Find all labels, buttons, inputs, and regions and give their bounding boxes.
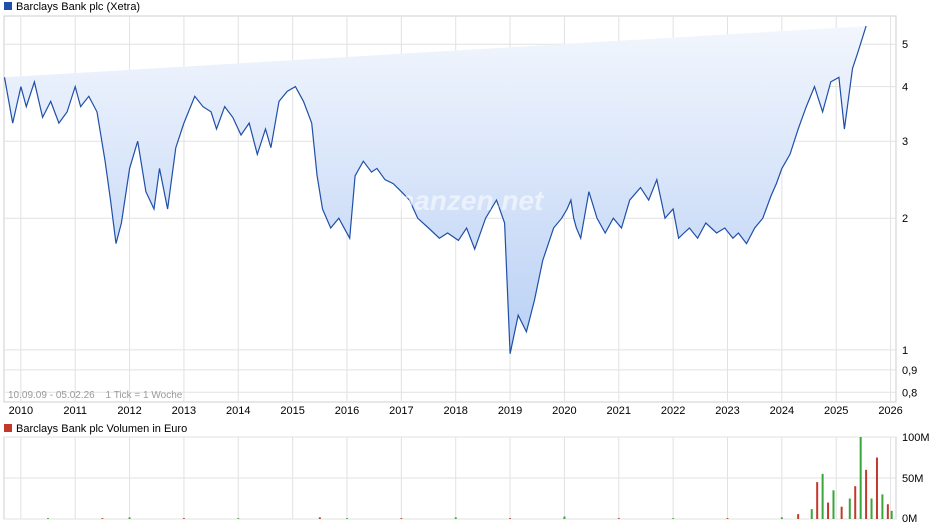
volume-bar xyxy=(780,517,783,519)
x-tick-label: 2026 xyxy=(878,405,902,417)
volume-bar xyxy=(854,486,857,519)
volume-bar xyxy=(821,473,824,519)
price-x-ticks: 2010 2011 2012 2013 2014 2015 2016 2017 2018 2019… xyxy=(9,405,903,417)
volume-bar xyxy=(865,469,868,519)
volume-y-ticks: 100M 50M 0M xyxy=(902,432,930,525)
volume-bar xyxy=(832,490,835,519)
volume-bar xyxy=(454,517,457,519)
volume-bar xyxy=(890,510,893,519)
volume-bar xyxy=(859,437,862,519)
volume-bar xyxy=(797,514,800,519)
x-tick-label: 2025 xyxy=(824,405,848,417)
volume-bar xyxy=(827,502,830,519)
date-range-info: 10.09.09 - 05.02.26 1 Tick = 1 Woche xyxy=(8,390,183,401)
volume-y-tick-label: 50M xyxy=(902,473,923,485)
x-tick-label: 2012 xyxy=(117,405,141,417)
x-tick-label: 2017 xyxy=(389,405,413,417)
volume-bar xyxy=(182,518,185,519)
x-tick-label: 2023 xyxy=(715,405,739,417)
y-tick-label: 0,8 xyxy=(902,387,917,399)
price-legend: Barclays Bank plc (Xetra) xyxy=(4,1,140,13)
volume-bar xyxy=(400,518,403,519)
volume-legend-swatch xyxy=(4,424,12,432)
price-legend-label: Barclays Bank plc (Xetra) xyxy=(16,1,140,13)
x-tick-label: 2024 xyxy=(770,405,794,417)
volume-legend: Barclays Bank plc Volumen in Euro xyxy=(4,423,187,435)
volume-bar xyxy=(128,517,131,519)
tick-note: 1 Tick = 1 Woche xyxy=(106,390,183,401)
price-area xyxy=(4,26,867,354)
volume-bar xyxy=(318,517,321,519)
volume-bar xyxy=(840,506,843,519)
volume-bars xyxy=(47,437,893,519)
volume-grid xyxy=(4,436,896,520)
volume-bar xyxy=(816,482,819,519)
x-tick-label: 2010 xyxy=(9,405,33,417)
y-tick-label: 1 xyxy=(902,345,908,357)
volume-bar xyxy=(875,457,878,519)
price-y-ticks: 5 4 3 2 1 0,9 0,8 xyxy=(902,39,917,399)
volume-bar xyxy=(881,494,884,519)
volume-bar xyxy=(886,504,889,519)
price-series-line xyxy=(3,25,867,354)
volume-bar xyxy=(509,518,512,519)
volume-bar xyxy=(47,518,50,519)
x-tick-label: 2015 xyxy=(280,405,304,417)
x-tick-label: 2019 xyxy=(498,405,522,417)
x-tick-label: 2013 xyxy=(172,405,196,417)
x-tick-label: 2011 xyxy=(63,405,87,417)
y-tick-label: 3 xyxy=(902,136,908,148)
volume-bar xyxy=(345,518,348,519)
watermark: finanzen.net xyxy=(380,185,545,216)
y-tick-label: 2 xyxy=(902,213,908,225)
volume-bar xyxy=(726,518,729,519)
y-tick-label: 4 xyxy=(902,82,908,94)
volume-bar xyxy=(563,516,566,519)
y-tick-label: 0,9 xyxy=(902,365,917,377)
volume-bar xyxy=(101,518,104,519)
volume-bar xyxy=(870,498,873,519)
volume-y-tick-label: 100M xyxy=(902,432,930,444)
price-legend-swatch xyxy=(4,2,12,10)
volume-bar xyxy=(672,518,675,519)
volume-legend-label: Barclays Bank plc Volumen in Euro xyxy=(16,423,187,435)
volume-bar xyxy=(237,518,240,519)
volume-bar xyxy=(848,498,851,519)
date-range: 10.09.09 - 05.02.26 xyxy=(8,390,95,401)
x-tick-label: 2016 xyxy=(335,405,359,417)
x-tick-label: 2022 xyxy=(661,405,685,417)
y-tick-label: 5 xyxy=(902,39,908,51)
x-tick-label: 2020 xyxy=(552,405,576,417)
volume-y-tick-label: 0M xyxy=(902,513,917,525)
x-tick-label: 2014 xyxy=(226,405,250,417)
x-tick-label: 2018 xyxy=(443,405,467,417)
x-tick-label: 2021 xyxy=(607,405,631,417)
volume-bar xyxy=(617,518,620,519)
volume-bar xyxy=(810,509,813,519)
